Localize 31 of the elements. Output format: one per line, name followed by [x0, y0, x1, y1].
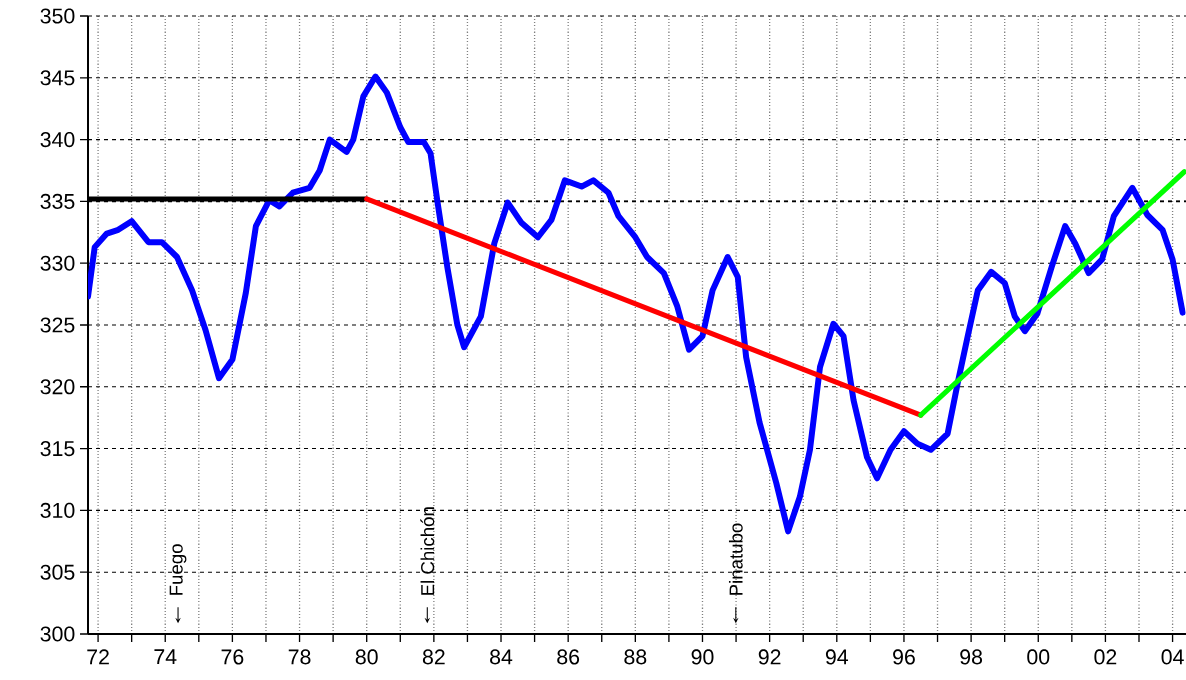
x-tick-label: 82: [422, 649, 445, 665]
y-tick-label: 345: [40, 70, 75, 86]
y-tick-label: 320: [40, 379, 75, 395]
x-tick-label: 98: [960, 649, 983, 665]
x-tick-label: 72: [87, 649, 109, 665]
y-tick-label: 325: [40, 317, 75, 333]
x-tick-label: 04: [1161, 649, 1184, 665]
x-tick-label: 80: [355, 649, 378, 665]
x-tick-label: 92: [758, 649, 781, 665]
annotation: Pinatubo: [728, 523, 743, 595]
x-tick-label: 76: [221, 649, 244, 665]
y-tick-label: 300: [40, 626, 75, 642]
annotation: Fuego: [169, 544, 187, 595]
x-tick-label: 94: [825, 649, 849, 665]
y-tick-label: 350: [40, 8, 75, 24]
y-tick-label: 310: [40, 502, 75, 518]
x-tick-label: 96: [893, 649, 915, 665]
x-tick-label: 84: [490, 649, 513, 665]
x-tick-label: 88: [624, 649, 647, 665]
x-tick-label: 00: [1027, 649, 1050, 665]
x-tick-label: 86: [557, 649, 580, 665]
x-tick-label: 02: [1094, 649, 1117, 665]
y-tick-label: 330: [40, 255, 75, 271]
annotation: El Chichón: [420, 507, 435, 595]
y-tick-label: 315: [40, 441, 75, 457]
y-tick-label: 305: [40, 564, 75, 580]
x-tick-label: 90: [691, 649, 714, 665]
y-tick-label: 340: [40, 132, 75, 148]
y-tick-label: 335: [40, 193, 75, 209]
x-tick-label: 78: [288, 649, 311, 665]
x-tick-label: 74: [154, 649, 177, 665]
